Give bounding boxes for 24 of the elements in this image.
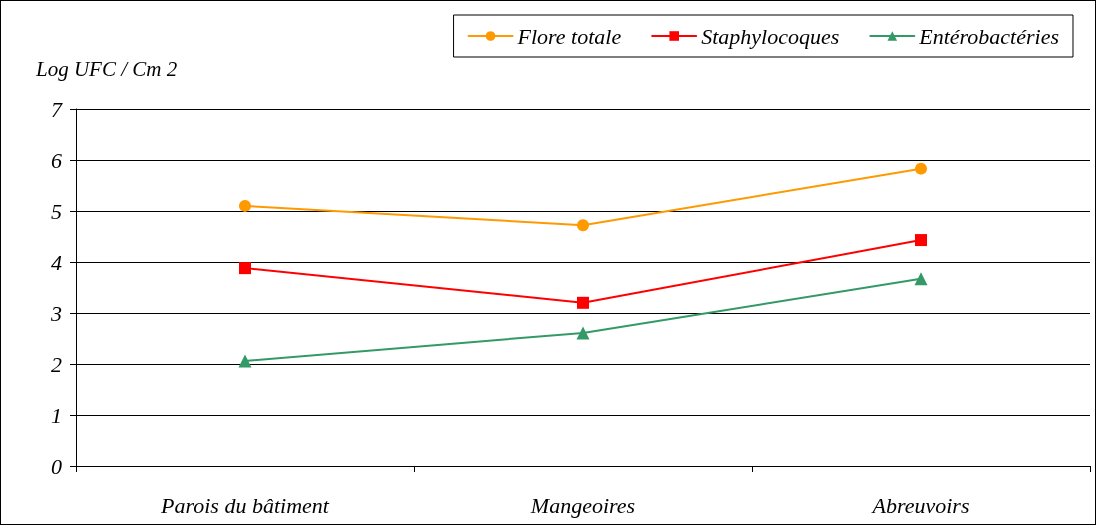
y-tick-label: 6	[51, 147, 62, 173]
point	[239, 262, 251, 275]
y-tick-label: 3	[50, 300, 62, 326]
point	[238, 354, 252, 368]
y-axis-title: Log UFC / Cm 2	[35, 56, 178, 81]
legend-label: Flore totale	[516, 23, 622, 49]
legend-label: Entérobactéries	[918, 23, 1059, 49]
point	[914, 272, 928, 286]
point	[239, 199, 251, 212]
y-tick-label: 5	[51, 198, 62, 224]
y-tick-label: 1	[51, 402, 62, 428]
point	[915, 234, 927, 247]
legend-label: Staphylocoques	[701, 23, 840, 49]
x-tick-label: Parois du bâtiment	[160, 492, 330, 518]
point	[915, 162, 927, 175]
y-tick-label: 4	[51, 249, 62, 275]
x-tick-label: Abreuvoirs	[870, 492, 970, 518]
point	[577, 219, 589, 232]
point	[577, 296, 589, 309]
y-tick-label: 0	[51, 453, 62, 479]
point	[576, 326, 590, 340]
x-tick-label: Mangeoires	[529, 492, 636, 518]
y-tick-label: 2	[51, 351, 62, 377]
y-tick-label: 7	[51, 96, 63, 122]
